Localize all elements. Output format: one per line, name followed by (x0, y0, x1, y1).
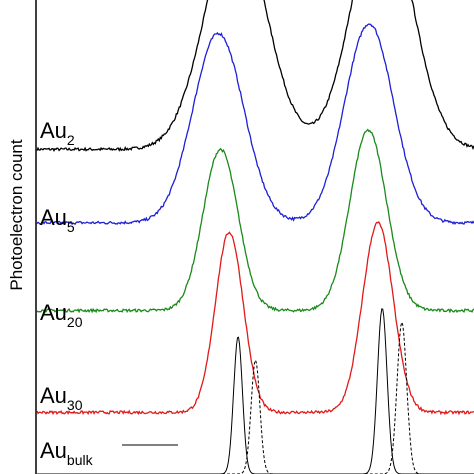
series-label-bulk: Aubulk (40, 438, 94, 468)
series-line-au5 (36, 23, 474, 226)
series-layer (36, 0, 474, 474)
series-line-au30 (36, 221, 474, 416)
series-line-au20 (36, 128, 474, 314)
series-line-au-bulk-dashed- (37, 320, 474, 474)
series-line-au-bulk-solid- (37, 308, 474, 474)
series-labels: Au2 Au5 Au20 Au30 Aubulk (40, 118, 94, 468)
series-label-5: Au5 (40, 205, 75, 235)
series-line-au2 (36, 0, 474, 152)
series-label-2: Au2 (40, 118, 75, 148)
series-label-20: Au20 (40, 300, 83, 330)
y-axis-label: Photoelectron count (7, 139, 26, 290)
series-label-30: Au30 (40, 383, 83, 413)
